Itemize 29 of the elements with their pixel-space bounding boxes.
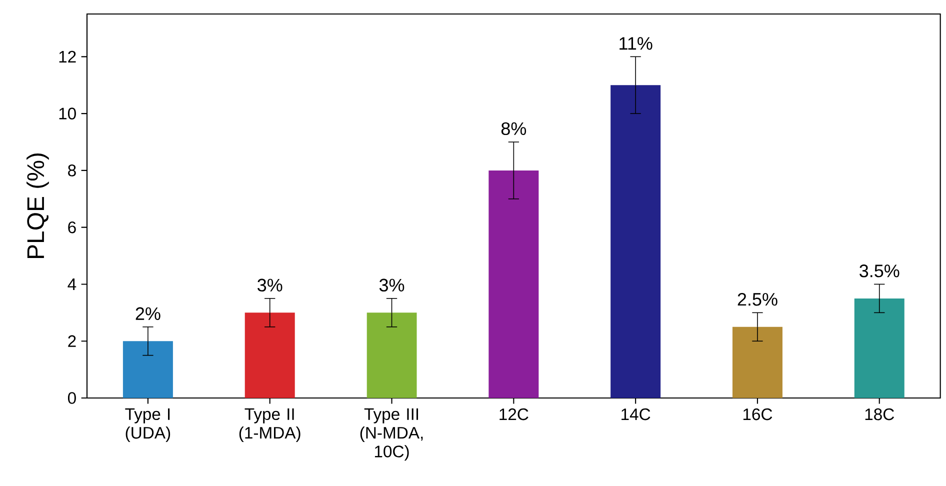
data-label: 3% bbox=[258, 278, 282, 292]
x-tick-label: 16C bbox=[743, 408, 772, 420]
y-tick-label: 0 bbox=[68, 392, 76, 404]
y-tick-label: 4 bbox=[68, 278, 76, 290]
x-tick-label: 14C bbox=[622, 408, 650, 420]
y-tick-label: 2 bbox=[68, 335, 76, 347]
data-label: 3% bbox=[379, 278, 404, 292]
x-tick-label: 18C bbox=[865, 408, 894, 420]
data-label: 2.5% bbox=[738, 292, 778, 306]
x-tick-label: Type I (UDA) bbox=[125, 408, 170, 442]
bar bbox=[244, 312, 295, 398]
x-tick-label: Type II (1-MDA) bbox=[239, 408, 300, 442]
x-tick-label: Type III (N-MDA, 10C) bbox=[360, 408, 423, 461]
bar bbox=[366, 312, 417, 398]
data-label: 11% bbox=[620, 37, 652, 50]
bar bbox=[610, 85, 661, 398]
y-tick-label: 10 bbox=[59, 108, 76, 120]
bar bbox=[488, 170, 539, 398]
data-label: 2% bbox=[136, 307, 160, 320]
y-tick-label: 6 bbox=[68, 221, 76, 234]
x-tick-label: 12C bbox=[500, 408, 528, 420]
data-label: 8% bbox=[501, 122, 526, 136]
bar bbox=[122, 341, 173, 398]
y-tick-label: 8 bbox=[68, 164, 76, 176]
bar bbox=[732, 326, 782, 398]
y-axis-title: PLQE (%) bbox=[26, 154, 49, 258]
bar bbox=[854, 298, 904, 398]
y-tick-label: 12 bbox=[59, 50, 76, 62]
data-label: 3.5% bbox=[860, 264, 900, 278]
